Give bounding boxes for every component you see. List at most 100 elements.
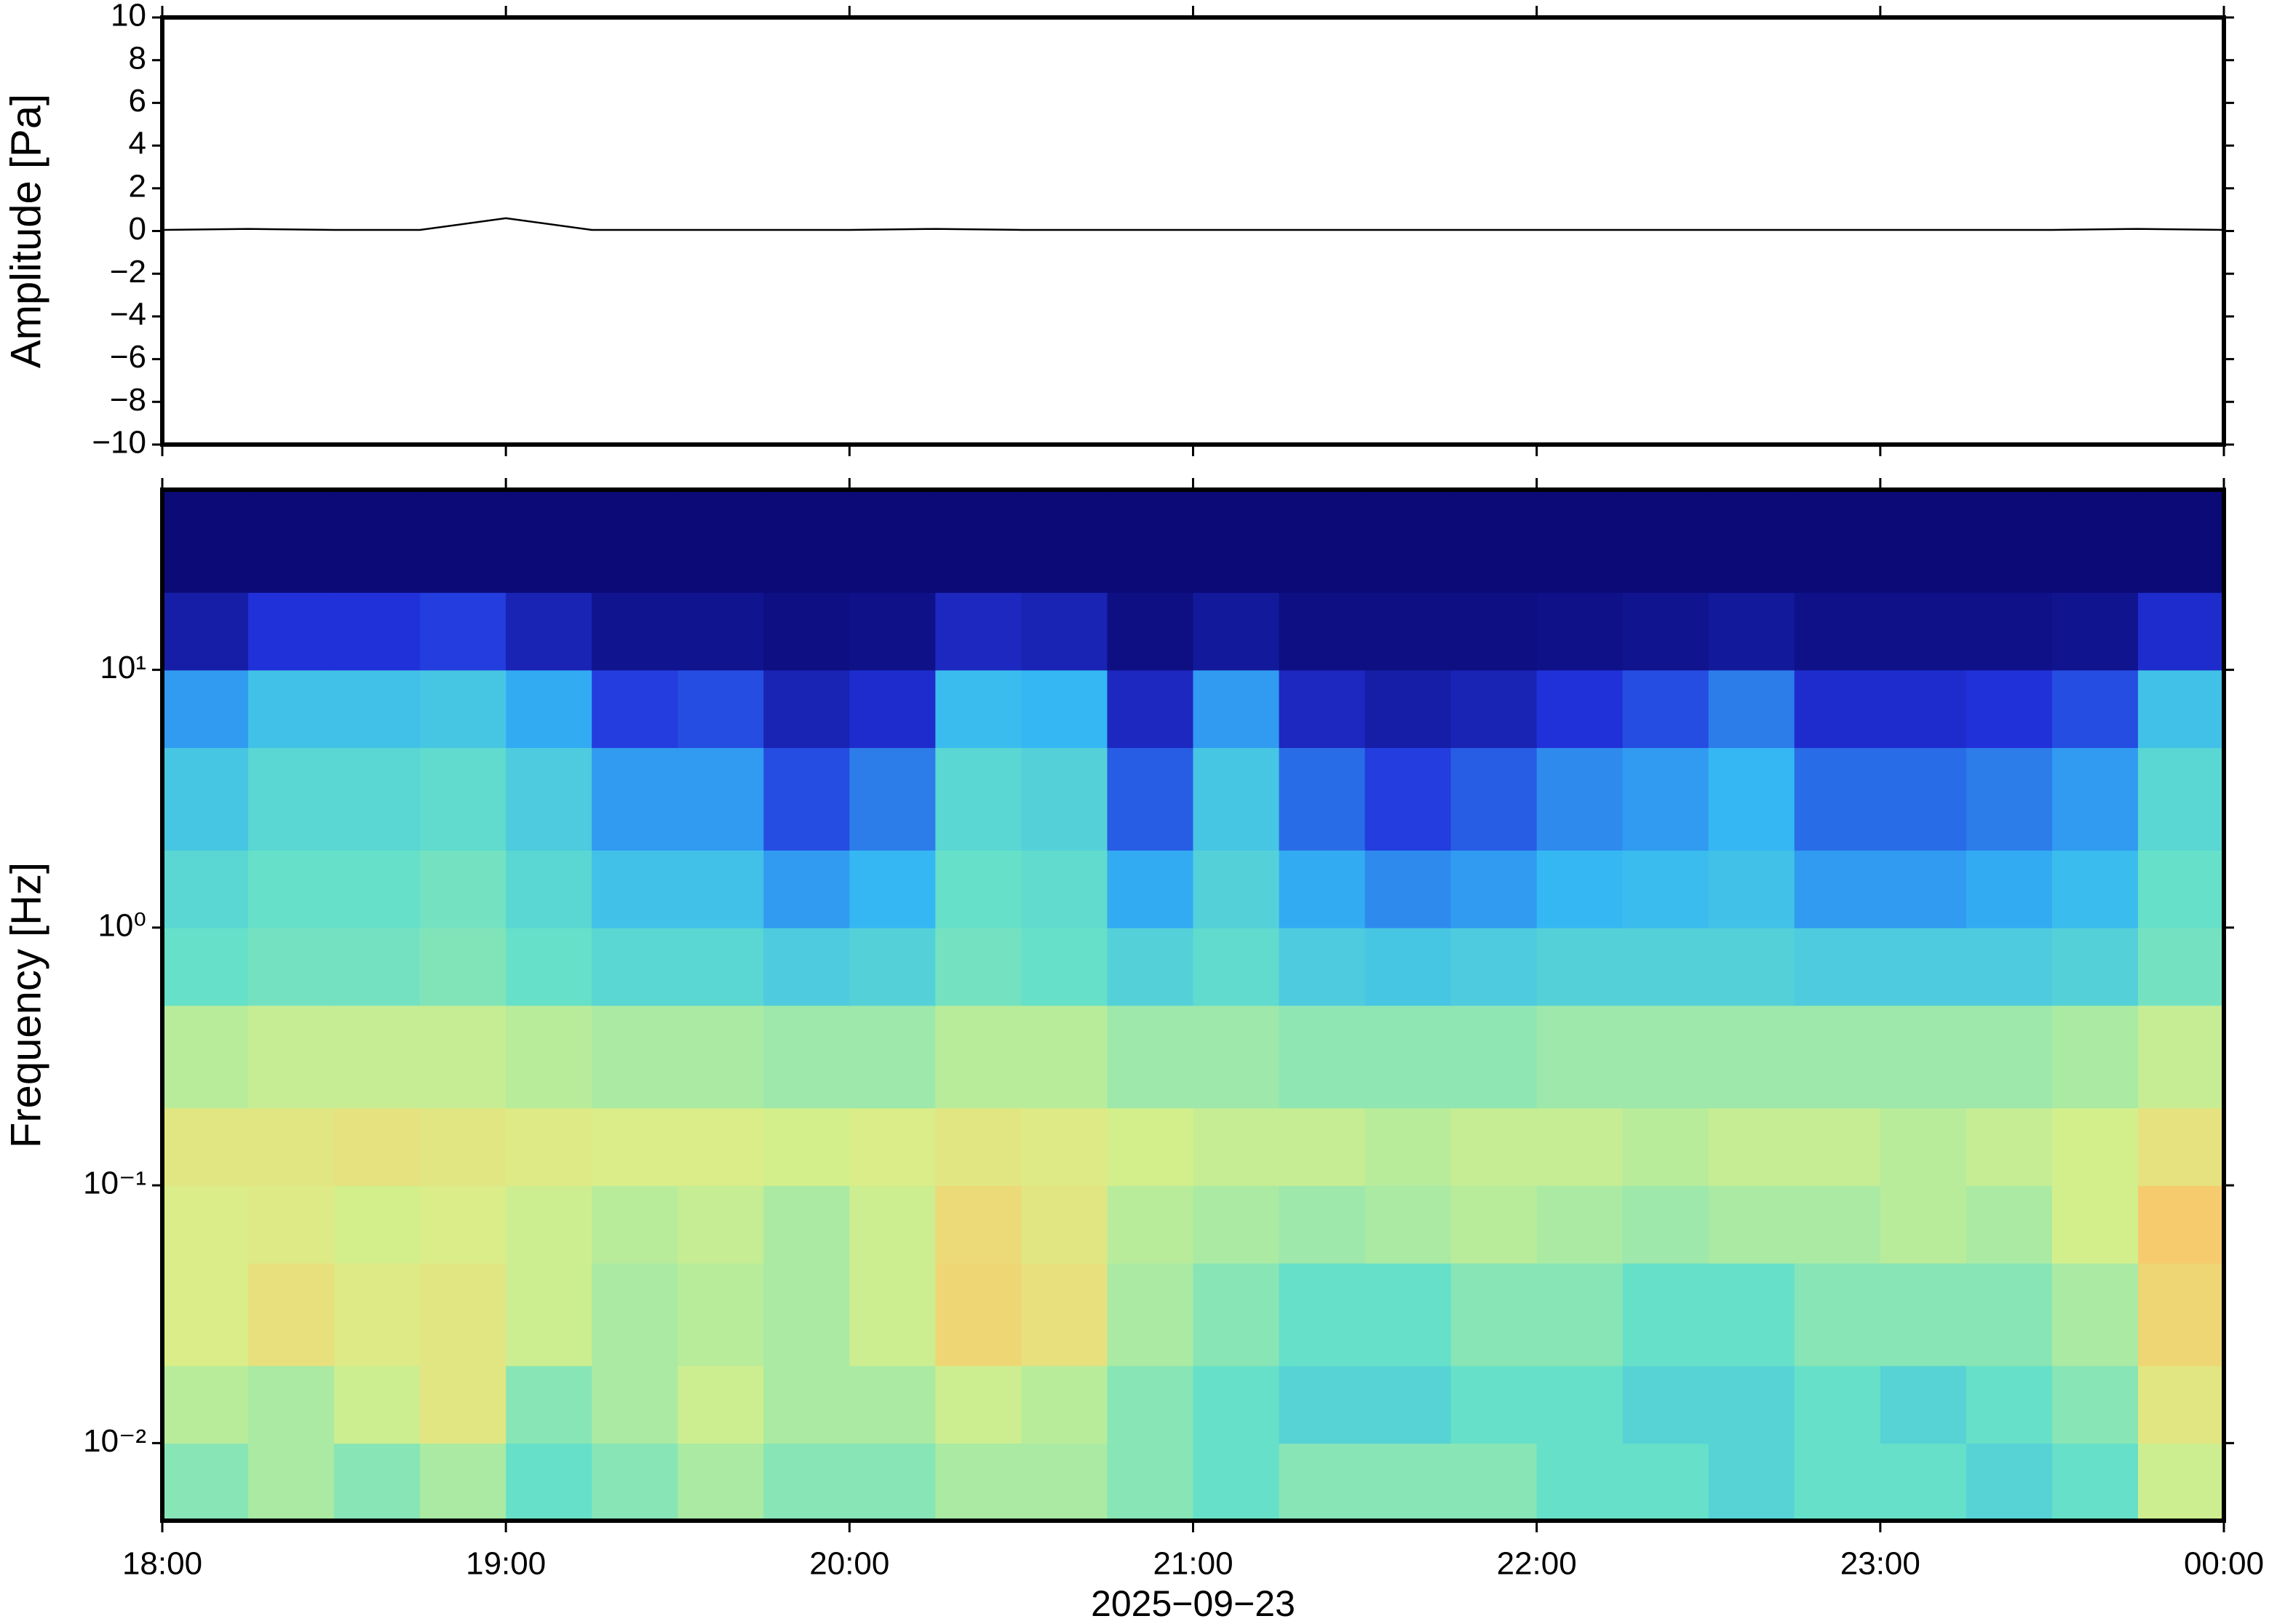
heat-cell: [849, 1107, 937, 1186]
heat-cell: [763, 669, 851, 749]
heat-cell: [2051, 927, 2139, 1006]
heat-cell: [1794, 669, 1881, 749]
y-tick-label: 10⁻¹: [83, 1166, 146, 1201]
heat-cell: [1966, 1185, 2053, 1264]
heat-cell: [1021, 592, 1108, 671]
heat-cell: [1708, 490, 1795, 593]
heat-cell: [677, 1107, 765, 1186]
heat-cell: [1107, 490, 1194, 593]
heat-cell: [1708, 1107, 1795, 1186]
heat-cell: [763, 1185, 851, 1264]
heat-cell: [2051, 1262, 2139, 1366]
heat-cell: [2137, 1107, 2225, 1186]
heat-cell: [420, 1005, 506, 1109]
heat-cell: [1364, 669, 1452, 749]
heat-cell: [1708, 1365, 1795, 1444]
heat-cell: [1794, 1005, 1881, 1109]
y-tick-label: 0: [129, 211, 146, 247]
heat-cell: [1279, 490, 1366, 593]
heat-cell: [1536, 1443, 1624, 1521]
y-tick-label: −4: [110, 297, 146, 333]
heat-cell: [763, 850, 851, 928]
heat-cell: [592, 1443, 679, 1521]
heat-cell: [248, 1005, 335, 1109]
y-axis-label: Amplitude [Pa]: [2, 94, 49, 368]
y-axis-label: Frequency [Hz]: [2, 862, 49, 1148]
heat-cell: [506, 490, 593, 593]
heat-cell: [162, 490, 249, 593]
heat-cell: [1880, 592, 1967, 671]
heat-cell: [1450, 1443, 1538, 1521]
heat-cell: [1536, 490, 1624, 593]
heat-cell: [334, 747, 421, 851]
heat-cell: [2137, 1185, 2225, 1264]
heat-cell: [1193, 1365, 1280, 1444]
x-tick-label: 19:00: [466, 1546, 546, 1582]
heat-cell: [1279, 1107, 1366, 1186]
heat-cell: [1279, 850, 1366, 928]
heat-cell: [2137, 927, 2225, 1006]
heat-cell: [1193, 490, 1280, 593]
heat-cell: [2137, 1005, 2225, 1109]
heat-cell: [592, 927, 679, 1006]
heat-cell: [763, 1262, 851, 1366]
heat-cell: [1622, 490, 1709, 593]
heat-cell: [592, 669, 679, 749]
heat-cell: [1622, 1185, 1709, 1264]
heat-cell: [1794, 490, 1881, 593]
heat-cell: [849, 669, 937, 749]
heat-cell: [1708, 747, 1795, 851]
heat-cell: [1450, 747, 1538, 851]
heat-cell: [420, 1107, 506, 1186]
heat-cell: [592, 592, 679, 671]
heat-cell: [1193, 747, 1280, 851]
heat-cell: [1364, 1185, 1452, 1264]
heat-cell: [2137, 747, 2225, 851]
heat-cell: [1021, 490, 1108, 593]
heat-cell: [1107, 927, 1194, 1006]
heat-cell: [506, 747, 593, 851]
heat-cell: [849, 927, 937, 1006]
heat-cell: [592, 850, 679, 928]
heat-cell: [1622, 669, 1709, 749]
heat-cell: [1794, 1365, 1881, 1444]
heat-cell: [506, 1185, 593, 1264]
heat-cell: [2051, 1005, 2139, 1109]
heat-cell: [1364, 1365, 1452, 1444]
heat-cell: [162, 1443, 249, 1521]
heat-cell: [506, 592, 593, 671]
heat-cell: [2051, 592, 2139, 671]
heat-cell: [1622, 1005, 1709, 1109]
heat-cell: [1279, 747, 1366, 851]
heat-cell: [2051, 1107, 2139, 1186]
heat-cell: [1193, 1107, 1280, 1186]
heat-cell: [1193, 927, 1280, 1006]
heat-cell: [1536, 1185, 1624, 1264]
heat-cell: [1450, 850, 1538, 928]
heat-cell: [592, 747, 679, 851]
heat-cell: [1107, 592, 1194, 671]
heat-cell: [677, 1443, 765, 1521]
heat-cell: [1450, 927, 1538, 1006]
y-tick-label: 6: [129, 83, 146, 119]
heat-cell: [420, 1443, 506, 1521]
heat-cell: [334, 1107, 421, 1186]
heat-cell: [1880, 1107, 1967, 1186]
heat-cell: [1364, 1262, 1452, 1366]
heat-cell: [2137, 1443, 2225, 1521]
y-tick-label: −2: [110, 254, 146, 290]
heat-cell: [677, 1185, 765, 1264]
heat-cell: [1193, 669, 1280, 749]
heat-cell: [935, 1443, 1022, 1521]
y-tick-label: 8: [129, 40, 146, 76]
heat-cell: [420, 1185, 506, 1264]
heat-cell: [2137, 1365, 2225, 1444]
x-tick-label: 00:00: [2184, 1546, 2264, 1582]
heat-cell: [1021, 927, 1108, 1006]
heat-cell: [334, 850, 421, 928]
heat-cell: [1708, 1443, 1795, 1521]
heat-cell: [1794, 592, 1881, 671]
heat-cell: [334, 1005, 421, 1109]
y-tick-label: 2: [129, 168, 146, 204]
heat-cell: [162, 1005, 249, 1109]
